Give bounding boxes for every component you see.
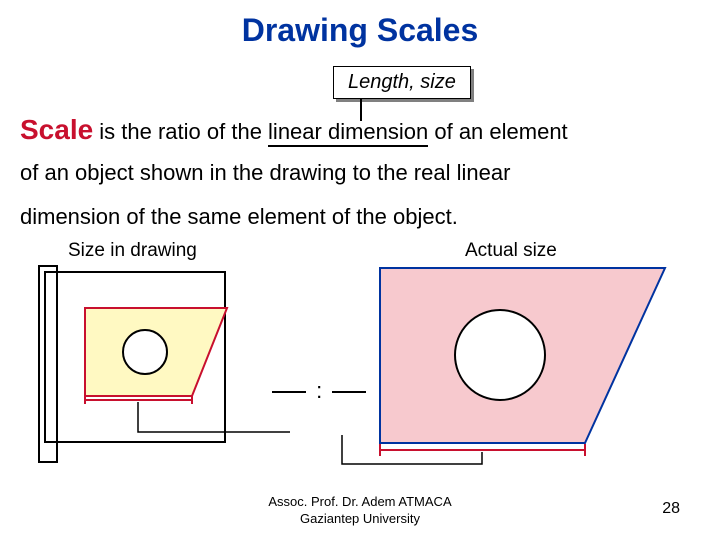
callout-text: Length, size [348,71,456,93]
small-leader [138,402,290,432]
page-number: 28 [662,500,680,518]
small-circle [123,330,167,374]
figure-small [37,264,297,474]
figure-large [360,258,700,478]
def-l1-a: is the ratio of the [93,119,268,144]
ratio-blank-left [272,391,306,393]
ratio-blanks: : [268,378,370,404]
definition-line3: dimension of the same element of the obj… [20,202,458,233]
footer-line1: Assoc. Prof. Dr. Adem ATMACA [0,494,720,511]
small-frame-outer [39,266,57,462]
slide-footer: Assoc. Prof. Dr. Adem ATMACA Gaziantep U… [0,494,720,528]
slide-title: Drawing Scales [0,12,720,49]
definition-line1: Scale is the ratio of the linear dimensi… [20,110,568,149]
footer-line2: Gaziantep University [0,511,720,528]
scale-word: Scale [20,114,93,145]
ratio-colon: : [316,378,322,403]
def-l1-b: of an element [428,119,567,144]
def-l1-underlined: linear dimension [268,119,428,147]
definition-line2: of an object shown in the drawing to the… [20,158,510,189]
large-circle [455,310,545,400]
ratio-blank-right [332,391,366,393]
callout-length-size: Length, size [333,66,471,99]
label-size-in-drawing: Size in drawing [68,240,197,262]
